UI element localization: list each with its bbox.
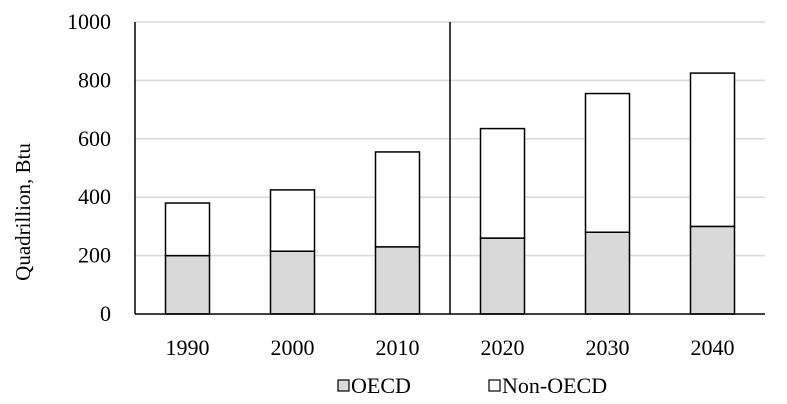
y-tick-label: 200 <box>78 243 111 268</box>
bar-oecd-2040 <box>689 225 736 315</box>
legend-swatch-oecd <box>337 379 350 392</box>
y-axis-title: Quadrillion, Btu <box>11 143 35 281</box>
bar-non-oecd-2010 <box>374 151 421 248</box>
bar-non-oecd-2030 <box>584 92 631 233</box>
bar-oecd-2000 <box>269 250 316 315</box>
y-tick-label: 800 <box>78 67 111 92</box>
x-tick-label: 2020 <box>481 335 525 360</box>
legend: OECD Non-OECD <box>337 373 607 398</box>
x-tick-label: 2010 <box>376 335 420 360</box>
y-tick-label: 400 <box>78 184 111 209</box>
bar-non-oecd-2000 <box>269 189 316 252</box>
bar-oecd-2010 <box>374 246 421 315</box>
bar-oecd-2030 <box>584 231 631 315</box>
x-tick-label: 1990 <box>166 335 210 360</box>
tick-labels: 0 200 400 600 800 1000 1990 2000 2010 2020 2030 204… <box>67 9 735 360</box>
bar-non-oecd-1990 <box>164 202 211 257</box>
x-tick-label: 2000 <box>271 335 315 360</box>
y-tick-label: 600 <box>78 126 111 151</box>
bars <box>164 72 736 315</box>
bar-oecd-1990 <box>164 254 211 315</box>
axes <box>134 22 765 315</box>
legend-label-oecd: OECD <box>351 373 411 398</box>
x-tick-label: 2030 <box>586 335 630 360</box>
bar-oecd-2020 <box>479 237 526 315</box>
legend-label-non-oecd: Non-OECD <box>502 373 607 398</box>
y-tick-label: 0 <box>100 301 111 326</box>
bar-non-oecd-2020 <box>479 127 526 239</box>
y-tick-label: 1000 <box>67 9 111 34</box>
bar-non-oecd-2040 <box>689 72 736 228</box>
x-tick-label: 2040 <box>691 335 735 360</box>
legend-swatch-non-oecd <box>488 379 501 392</box>
